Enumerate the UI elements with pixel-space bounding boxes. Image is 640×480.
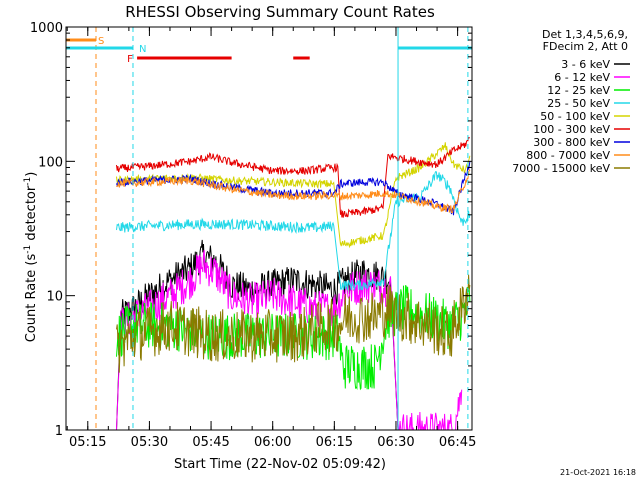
- legend-label-6: 300 - 800 keV: [533, 136, 610, 149]
- flag-label-F: F: [127, 54, 133, 65]
- legend: Det 1,3,4,5,6,9,FDecim 2, Att 0 3 - 6 keV…: [512, 28, 630, 175]
- y-tick-label-2: 100: [38, 155, 63, 170]
- flag-label-S: S: [98, 36, 104, 47]
- axes: S NF 1 10 100 1000 05:15 05:30 05:45 06:00 06:15 06…: [30, 21, 476, 450]
- y-axis-label: Count Rate (s-1 detector-1): [23, 172, 39, 343]
- series-line-8: [116, 274, 471, 373]
- x-tick-label-0: 05:15: [69, 435, 106, 450]
- x-tick-label-6: 06:45: [439, 435, 476, 450]
- legend-label-3: 25 - 50 keV: [547, 97, 610, 110]
- flag-label-N: N: [139, 44, 146, 55]
- legend-label-1: 6 - 12 keV: [554, 71, 610, 84]
- x-tick-label-3: 06:00: [254, 435, 291, 450]
- legend-label-4: 50 - 100 keV: [540, 110, 610, 123]
- legend-header-0: Det 1,3,4,5,6,9,: [542, 28, 628, 41]
- legend-label-5: 100 - 300 keV: [533, 123, 610, 136]
- x-axis-label: Start Time (22-Nov-02 05:09:42): [174, 457, 386, 472]
- svg-text:Count Rate (s-1 detector-1): Count Rate (s-1 detector-1): [23, 172, 39, 343]
- plot-marks: [95, 27, 471, 430]
- plot-frame: [65, 26, 473, 431]
- series-line-5: [116, 136, 470, 218]
- legend-label-2: 12 - 25 keV: [547, 84, 610, 97]
- series-line-1: [116, 250, 463, 430]
- legend-header-1: FDecim 2, Att 0: [543, 40, 628, 53]
- x-tick-label-1: 05:30: [131, 435, 168, 450]
- x-tick-label-4: 06:15: [316, 435, 353, 450]
- series-line-0: [116, 239, 399, 430]
- chart-title: RHESSI Observing Summary Count Rates: [125, 3, 435, 21]
- legend-label-8: 7000 - 15000 keV: [512, 162, 610, 175]
- legend-label-7: 800 - 7000 keV: [526, 149, 610, 162]
- series-line-7: [116, 168, 471, 214]
- y-tick-label-0: 1: [55, 424, 63, 439]
- footer-date: 21-Oct-2021 16:18: [560, 468, 636, 477]
- x-tick-label-2: 05:45: [192, 435, 229, 450]
- y-axis-label-sup: -1: [23, 245, 33, 254]
- y-axis-label-sup2: -1: [23, 177, 33, 186]
- y-tick-label-1: 10: [46, 290, 63, 305]
- y-axis-label-start: Count Rate (s: [24, 254, 39, 343]
- y-tick-label-3: 1000: [30, 21, 63, 36]
- legend-label-0: 3 - 6 keV: [561, 58, 610, 71]
- y-axis-label-mid: detector: [24, 185, 39, 245]
- y-axis-label-end: ): [24, 172, 39, 177]
- x-tick-label-5: 06:30: [377, 435, 414, 450]
